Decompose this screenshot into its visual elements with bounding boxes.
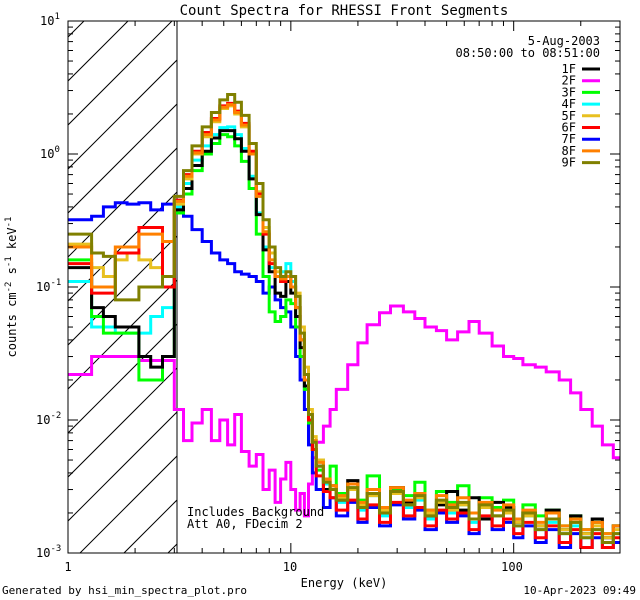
hatch-line-3 xyxy=(68,21,173,126)
date-label: 5-Aug-2003 xyxy=(528,34,600,48)
x-tick-label-1: 1 xyxy=(64,560,71,574)
footer-timestamp: 10-Apr-2023 09:49 xyxy=(523,584,636,597)
series-9F-line xyxy=(68,93,620,544)
legend-label-2F: 2F xyxy=(562,74,576,88)
legend-label-4F: 4F xyxy=(562,97,576,111)
hatch-line-13 xyxy=(79,455,177,553)
hatch-line-5 xyxy=(68,103,177,214)
hatch-line-8 xyxy=(68,235,177,346)
legend-label-3F: 3F xyxy=(562,85,576,99)
series-4F-line xyxy=(68,125,620,544)
annotation-background: Includes Background xyxy=(187,505,324,519)
y-tick-label-1e-3: 10-3 xyxy=(36,544,61,560)
y-tick-label-1e0: 100 xyxy=(40,145,60,161)
annotation-attenuator: Att A0, FDecim 2 xyxy=(187,517,303,531)
y-axis-label: counts cm-2 s-1 keV-1 xyxy=(4,217,19,358)
y-tick-labels: 10-3 10-2 10-1 100 101 xyxy=(36,12,61,560)
hatch-line-9 xyxy=(68,279,177,390)
chart-title: Count Spectra for RHESSI Front Segments xyxy=(180,3,509,19)
x-tick-labels: 1 10 100 xyxy=(64,560,522,574)
legend-label-6F: 6F xyxy=(562,121,576,135)
legend-label-9F: 9F xyxy=(562,156,576,170)
x-tick-label-100: 100 xyxy=(501,560,523,574)
series-layer xyxy=(68,93,620,549)
legend-label-1F: 1F xyxy=(562,62,576,76)
hatched-region xyxy=(68,21,177,553)
y-tick-label-1e1: 101 xyxy=(40,12,60,28)
series-2F-line xyxy=(68,304,620,518)
x-axis-label: Energy (keV) xyxy=(301,576,388,590)
axis-ticks xyxy=(67,21,621,554)
footer-generated-by: Generated by hsi_min_spectra_plot.pro xyxy=(2,584,247,597)
legend-label-8F: 8F xyxy=(562,144,576,158)
hatch-line-2 xyxy=(68,21,129,82)
hatch-line-11 xyxy=(68,367,177,478)
x-tick-label-10: 10 xyxy=(283,560,297,574)
legend-label-5F: 5F xyxy=(562,109,576,123)
hatch-line-7 xyxy=(68,191,177,302)
y-tick-label-1e-2: 10-2 xyxy=(36,411,61,427)
y-tick-label-1e-1: 10-1 xyxy=(36,278,61,294)
hatch-line-4 xyxy=(68,59,177,170)
time-range-label: 08:50:00 to 08:51:00 xyxy=(456,46,601,60)
hatch-line-12 xyxy=(68,411,177,522)
legend-label-7F: 7F xyxy=(562,132,576,146)
